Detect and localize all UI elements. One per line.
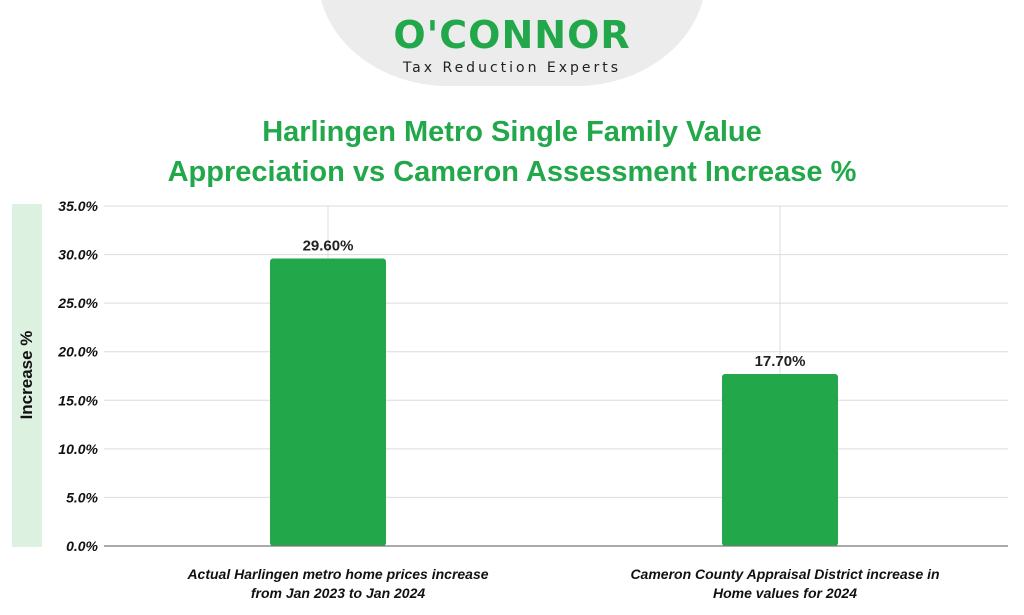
y-tick-label: 15.0% xyxy=(58,392,98,408)
y-axis-label-band xyxy=(12,204,42,547)
data-label: 17.70% xyxy=(755,353,806,370)
bar xyxy=(270,258,386,546)
chart-title-line-2: Appreciation vs Cameron Assessment Incre… xyxy=(167,156,857,188)
x-tick-label-2-line-2: Home values for 2024 xyxy=(713,585,857,601)
y-tick-label: 10.0% xyxy=(58,441,98,457)
y-tick-label: 0.0% xyxy=(66,538,98,554)
logo-name: O'CONNOR xyxy=(393,13,631,57)
chart-title-line-1: Harlingen Metro Single Family Value xyxy=(262,116,762,148)
x-tick-label-2: Cameron County Appraisal District increa… xyxy=(605,565,965,603)
bar xyxy=(722,374,838,546)
x-tick-label-1-line-2: from Jan 2023 to Jan 2024 xyxy=(250,585,426,601)
y-tick-label: 5.0% xyxy=(66,489,98,505)
y-tick-label: 30.0% xyxy=(58,247,98,263)
logo: O'CONNOR Tax Reduction Experts xyxy=(318,8,706,78)
y-tick-label: 25.0% xyxy=(57,295,98,311)
x-tick-label-1: Actual Harlingen metro home prices incre… xyxy=(158,565,518,603)
chart-title: Harlingen Metro Single Family Value Appr… xyxy=(0,112,1024,192)
data-label: 29.60% xyxy=(303,237,354,254)
y-tick-label: 20.0% xyxy=(57,344,98,360)
x-tick-label-1-line-1: Actual Harlingen metro home prices incre… xyxy=(187,566,489,582)
y-tick-label: 35.0% xyxy=(58,198,98,214)
x-tick-label-2-line-1: Cameron County Appraisal District increa… xyxy=(630,566,940,582)
logo-tagline: Tax Reduction Experts xyxy=(402,60,622,76)
